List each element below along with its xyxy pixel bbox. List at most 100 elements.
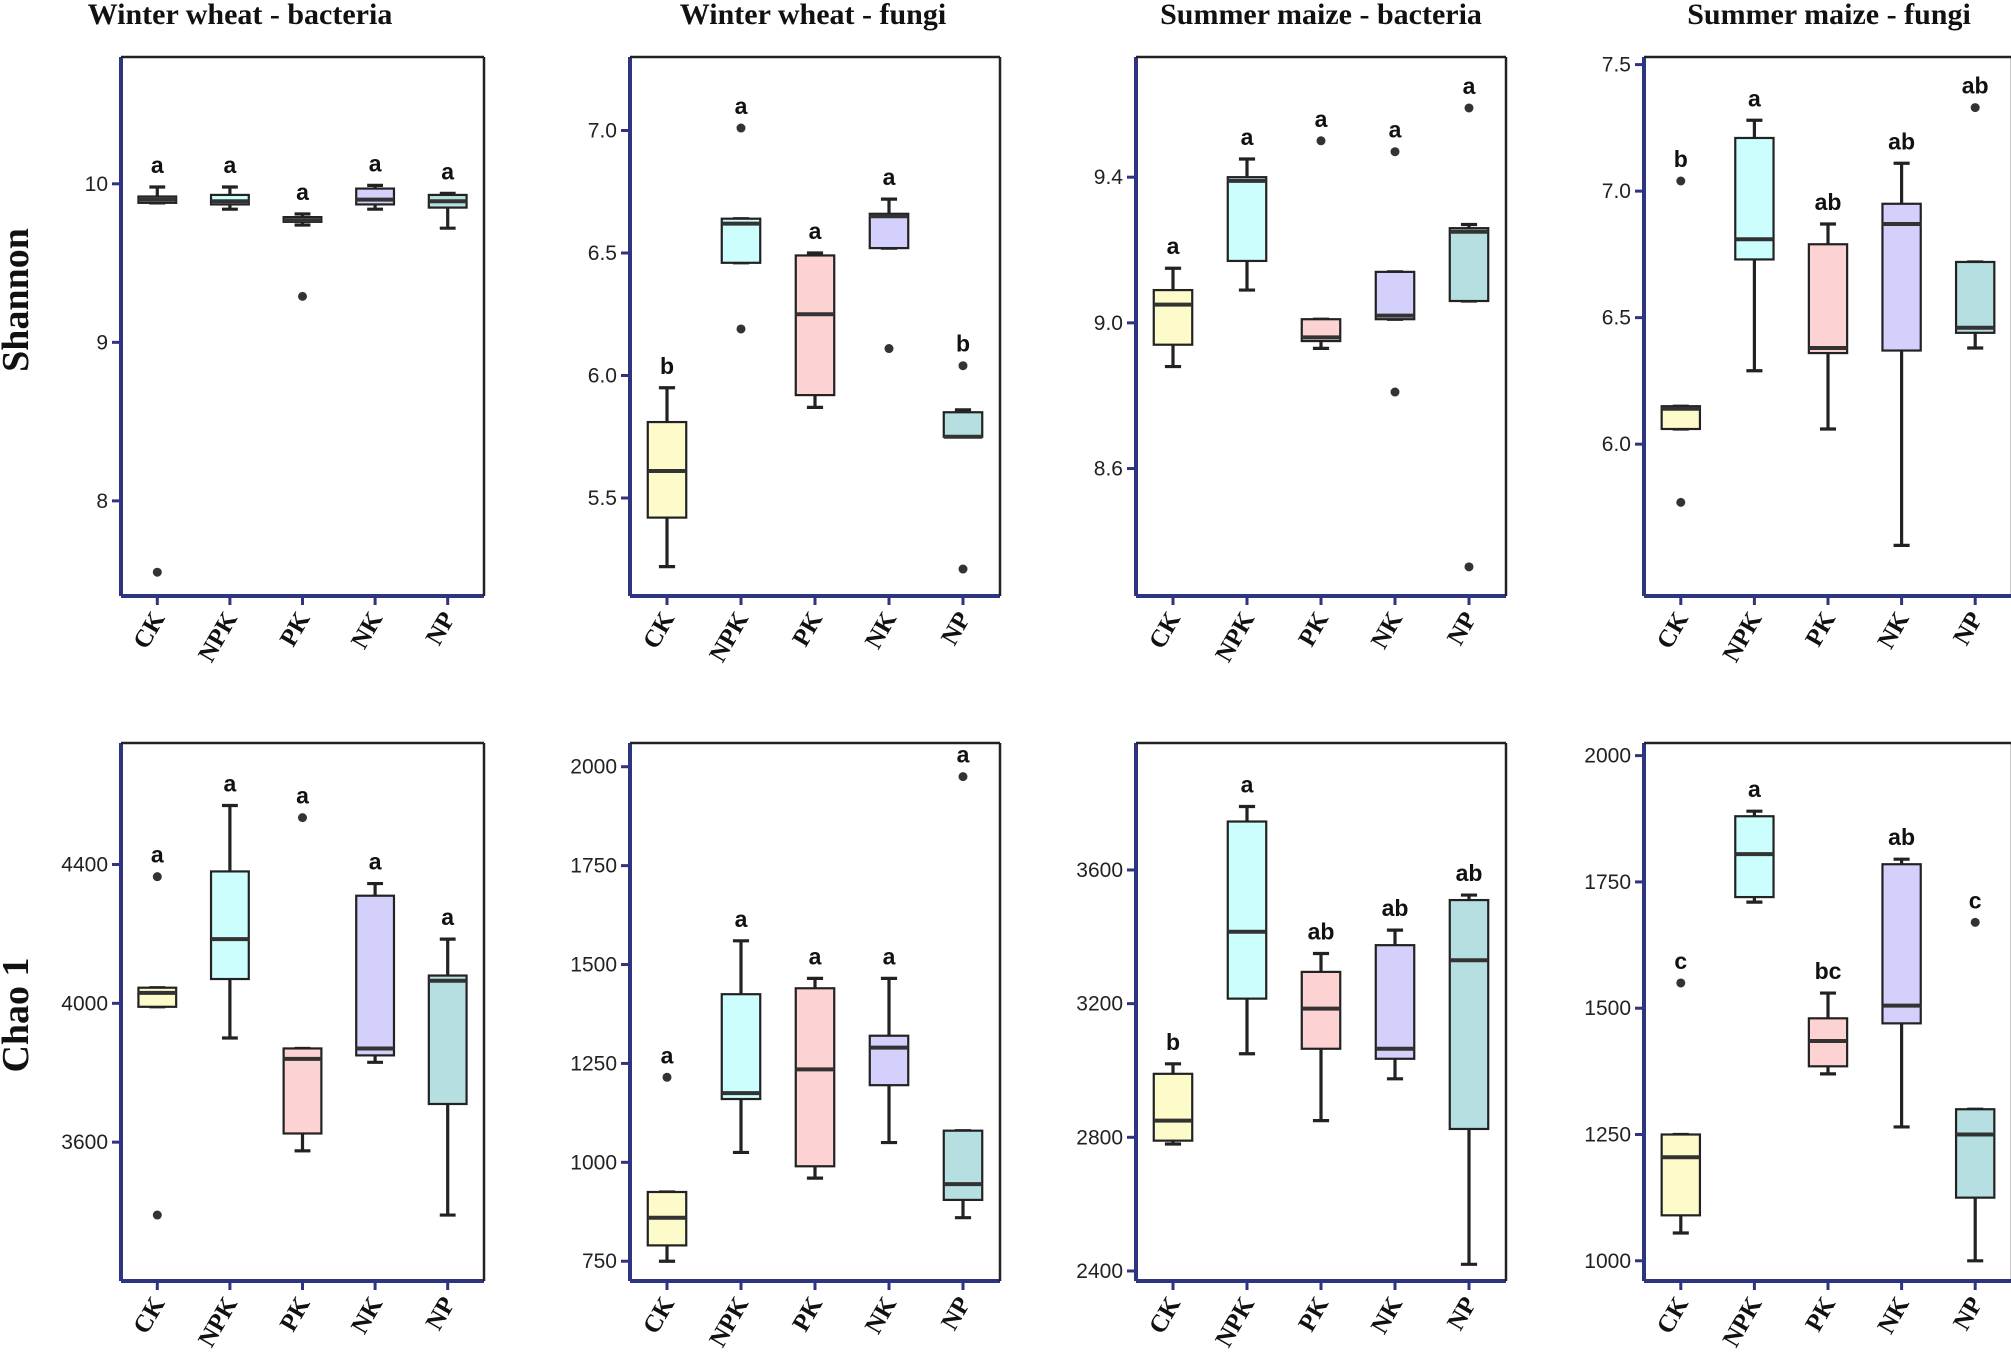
- x-tick-label: CK: [1144, 1292, 1186, 1338]
- y-tick-label: 2400: [1076, 1260, 1123, 1283]
- box-iqr: [1152, 1072, 1194, 1142]
- box-iqr: [868, 212, 910, 250]
- outlier-point: [736, 324, 746, 334]
- y-tick-label: 8.6: [1094, 458, 1123, 481]
- significance-label: a: [1241, 124, 1254, 150]
- box-ck: b: [646, 353, 688, 569]
- x-tick-label: NK: [1873, 1292, 1915, 1338]
- box-iqr: [355, 187, 396, 206]
- y-tick-label: 2000: [1584, 745, 1631, 768]
- box-nk: ab: [1881, 128, 1922, 547]
- box-pk: a: [794, 218, 836, 409]
- box-iqr: [282, 1047, 323, 1135]
- box-np: a: [1448, 73, 1490, 572]
- x-tick-label: PK: [1800, 607, 1841, 651]
- column-title-winter-wheat-fungi: Winter wheat - fungi: [680, 0, 946, 31]
- significance-label: b: [1166, 1029, 1180, 1055]
- x-tick-label: NP: [1948, 608, 1988, 650]
- box-iqr: [1881, 863, 1922, 1025]
- x-tick-label: NPK: [193, 607, 243, 667]
- box-iqr: [1226, 820, 1268, 1000]
- box-iqr: [868, 1034, 910, 1087]
- x-tick-label: NK: [1366, 607, 1408, 653]
- significance-label: bc: [1815, 958, 1842, 984]
- y-tick-label: 9.4: [1094, 166, 1124, 189]
- box-iqr: [1954, 1108, 1996, 1199]
- outlier-point: [152, 567, 162, 577]
- y-tick-label: 1750: [570, 855, 617, 878]
- box-np: ab: [1448, 860, 1490, 1266]
- box-npk: a: [1734, 776, 1775, 904]
- x-tick-label: NPK: [704, 1292, 754, 1352]
- significance-label: a: [1463, 73, 1476, 99]
- significance-label: a: [735, 93, 748, 119]
- panels: 8 9 10 a CK a NPK a PK a NK a NP 5.5 6.0 6.5 7.0 b CK a NPK a…: [61, 54, 2011, 1352]
- significance-label: a: [957, 742, 970, 768]
- box-iqr: [1374, 944, 1416, 1060]
- panel-shannon-1: 8 9 10 a CK a NPK a PK a NK a NP: [85, 55, 486, 667]
- significance-label: a: [224, 152, 237, 178]
- y-tick-label: 8: [96, 490, 108, 513]
- x-tick-label: NPK: [193, 1292, 243, 1352]
- outlier-point: [1390, 387, 1400, 397]
- box-iqr: [1807, 243, 1849, 355]
- box-iqr: [1374, 270, 1416, 321]
- box-ck: b: [1660, 146, 1702, 507]
- x-tick-label: NK: [346, 1292, 388, 1338]
- outlier-point: [1676, 497, 1686, 507]
- outlier-point: [1390, 147, 1400, 157]
- box-npk: a: [209, 770, 250, 1040]
- outlier-point: [298, 813, 307, 823]
- outlier-point: [662, 1072, 672, 1082]
- row-label-shannon: Shannon: [0, 228, 37, 372]
- box-iqr: [1954, 260, 1996, 334]
- significance-label: a: [883, 943, 896, 969]
- y-tick-label: 1750: [1584, 871, 1631, 894]
- y-tick-label: 4000: [61, 992, 108, 1015]
- box-iqr: [942, 1129, 984, 1202]
- panel-chao1-2: 750 1000 1250 1500 1750 2000 a CK a NPK a PK a NK a NP: [570, 742, 1002, 1352]
- box-npk: a: [209, 152, 250, 211]
- significance-label: a: [151, 152, 164, 178]
- significance-label: a: [441, 158, 454, 184]
- x-tick-label: NK: [1366, 1292, 1408, 1338]
- box-iqr: [942, 411, 984, 438]
- significance-label: ab: [1382, 895, 1409, 921]
- box-nk: a: [868, 943, 910, 1145]
- box-pk: ab: [1300, 919, 1342, 1123]
- x-tick-label: NK: [1873, 607, 1915, 653]
- significance-label: a: [441, 904, 454, 930]
- box-iqr: [1734, 815, 1775, 899]
- y-tick-label: 9: [96, 331, 108, 354]
- significance-label: b: [956, 331, 970, 357]
- significance-label: ab: [1308, 919, 1335, 945]
- significance-label: b: [1674, 146, 1688, 172]
- box-np: a: [942, 742, 984, 1220]
- y-tick-label: 1500: [570, 954, 617, 977]
- y-tick-label: 2800: [1076, 1126, 1123, 1149]
- box-nk: ab: [1374, 895, 1416, 1081]
- y-tick-label: 1500: [1584, 997, 1631, 1020]
- box-ck: a: [137, 842, 178, 1220]
- x-tick-label: NP: [1442, 608, 1482, 650]
- box-iqr: [1881, 202, 1922, 352]
- significance-label: ab: [1888, 128, 1915, 154]
- panel-shannon-3: 8.6 9.0 9.4 a CK a NPK a PK a NK a NP: [1094, 55, 1508, 667]
- box-iqr: [209, 870, 250, 981]
- y-tick-label: 6.5: [1602, 307, 1631, 330]
- outlier-point: [1464, 562, 1474, 572]
- box-np: ab: [1954, 73, 1996, 350]
- box-npk: a: [720, 906, 762, 1155]
- box-pk: a: [282, 179, 323, 301]
- x-tick-label: PK: [787, 1292, 828, 1336]
- y-tick-label: 9.0: [1094, 312, 1123, 335]
- x-tick-label: NK: [860, 607, 902, 653]
- significance-label: ab: [1815, 189, 1842, 215]
- outlier-point: [152, 872, 162, 882]
- x-tick-label: NK: [860, 1292, 902, 1338]
- y-tick-label: 6.0: [588, 365, 617, 388]
- significance-label: a: [809, 943, 822, 969]
- box-np: a: [427, 904, 468, 1217]
- x-tick-label: PK: [1293, 607, 1334, 651]
- box-nk: a: [868, 164, 910, 354]
